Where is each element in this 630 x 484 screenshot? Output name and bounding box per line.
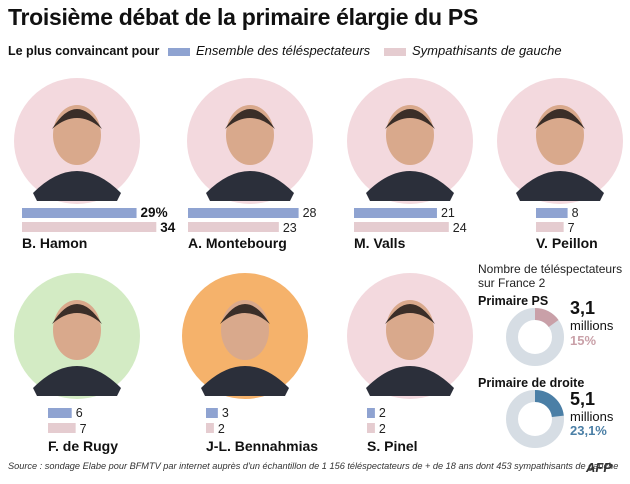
audience-ps-unit: millions <box>570 318 614 333</box>
candidate-3-name: M. Valls <box>354 235 406 251</box>
candidate-4-bar-left <box>536 222 564 232</box>
candidate-1-name: B. Hamon <box>22 235 87 251</box>
audience-ps-label: Primaire PS <box>478 294 549 308</box>
candidate-2-name: A. Montebourg <box>188 235 287 251</box>
candidate-1-bar-left <box>22 222 157 232</box>
audience-ps-share: 15% <box>570 333 597 348</box>
candidate-3-value-left: 24 <box>453 221 467 235</box>
candidate-4-value-all: 8 <box>572 206 579 220</box>
candidate-6-value-all: 3 <box>222 406 229 420</box>
candidate-6-bar-left <box>206 423 214 433</box>
candidate-7-value-left: 2 <box>379 422 386 436</box>
candidate-1-portrait-shoulders <box>33 171 121 201</box>
legend-label-left: Sympathisants de gauche <box>412 43 562 58</box>
candidate-4-name: V. Peillon <box>536 235 598 251</box>
audience-donut-2-share <box>506 390 564 448</box>
legend-swatch-left <box>384 48 406 56</box>
candidate-3-bar-all <box>354 208 437 218</box>
page-title: Troisième débat de la primaire élargie d… <box>8 4 478 30</box>
candidate-2-value-left: 23 <box>283 221 297 235</box>
candidate-7-value-all: 2 <box>379 406 386 420</box>
audience-right-unit: millions <box>570 409 614 424</box>
audience-title-line2: sur France 2 <box>478 276 546 290</box>
candidate-7-portrait-shoulders <box>366 366 454 396</box>
candidate-7-portrait-hair <box>385 304 435 324</box>
candidate-5-name: F. de Rugy <box>48 438 118 454</box>
candidate-2-portrait-shoulders <box>206 171 294 201</box>
candidate-2-portrait-hair <box>225 109 275 129</box>
candidate-6-portrait-shoulders <box>201 366 289 396</box>
candidate-6-portrait-hair <box>220 304 270 324</box>
audience-title: Nombre de téléspectateurs sur France 2 <box>478 262 622 290</box>
candidate-5-portrait-shoulders <box>33 366 121 396</box>
candidate-4-value-left: 7 <box>568 221 575 235</box>
candidate-1-bar-all <box>22 208 137 218</box>
candidate-5-value-left: 7 <box>80 422 87 436</box>
candidate-7-name: S. Pinel <box>367 438 418 454</box>
candidate-5-portrait-hair <box>52 304 102 324</box>
afp-logo: AFP <box>586 460 612 475</box>
candidate-6-name: J-L. Bennahmias <box>206 438 318 454</box>
candidate-4-portrait-hair <box>535 109 585 129</box>
candidate-7-bar-left <box>367 423 375 433</box>
candidate-6-bar-all <box>206 408 218 418</box>
candidate-4-bar-all <box>536 208 568 218</box>
candidate-2-value-all: 28 <box>303 206 317 220</box>
candidate-1-value-left: 34 <box>160 220 176 235</box>
candidate-3-portrait-shoulders <box>366 171 454 201</box>
candidate-2-bar-left <box>188 222 279 232</box>
candidate-7-bar-all <box>367 408 375 418</box>
audience-title-line1: Nombre de téléspectateurs <box>478 262 623 276</box>
candidate-5-bar-all <box>48 408 72 418</box>
audience-donut-1-share <box>506 308 564 366</box>
candidate-3-bar-left <box>354 222 449 232</box>
source-note: Source : sondage Elabe pour BFMTV par in… <box>8 461 619 471</box>
candidate-6-value-left: 2 <box>218 422 225 436</box>
audience-right-label: Primaire de droite <box>478 376 585 390</box>
candidate-3-portrait-hair <box>385 109 435 129</box>
candidate-2-bar-all <box>188 208 299 218</box>
candidate-1-portrait-hair <box>52 109 102 129</box>
candidate-5-value-all: 6 <box>76 406 83 420</box>
legend-swatch-all <box>168 48 190 56</box>
audience-right-value: 5,1 <box>570 389 596 409</box>
candidate-5-bar-left <box>48 423 76 433</box>
candidate-4-portrait-shoulders <box>516 171 604 201</box>
chart-subtitle: Le plus convaincant pour <box>8 44 160 58</box>
audience-right-share: 23,1% <box>570 423 607 438</box>
audience-ps-value: 3,1 <box>570 298 596 318</box>
legend-label-all: Ensemble des téléspectateurs <box>196 43 371 58</box>
candidate-3-value-all: 21 <box>441 206 455 220</box>
candidate-1-value-all: 29% <box>141 205 168 220</box>
